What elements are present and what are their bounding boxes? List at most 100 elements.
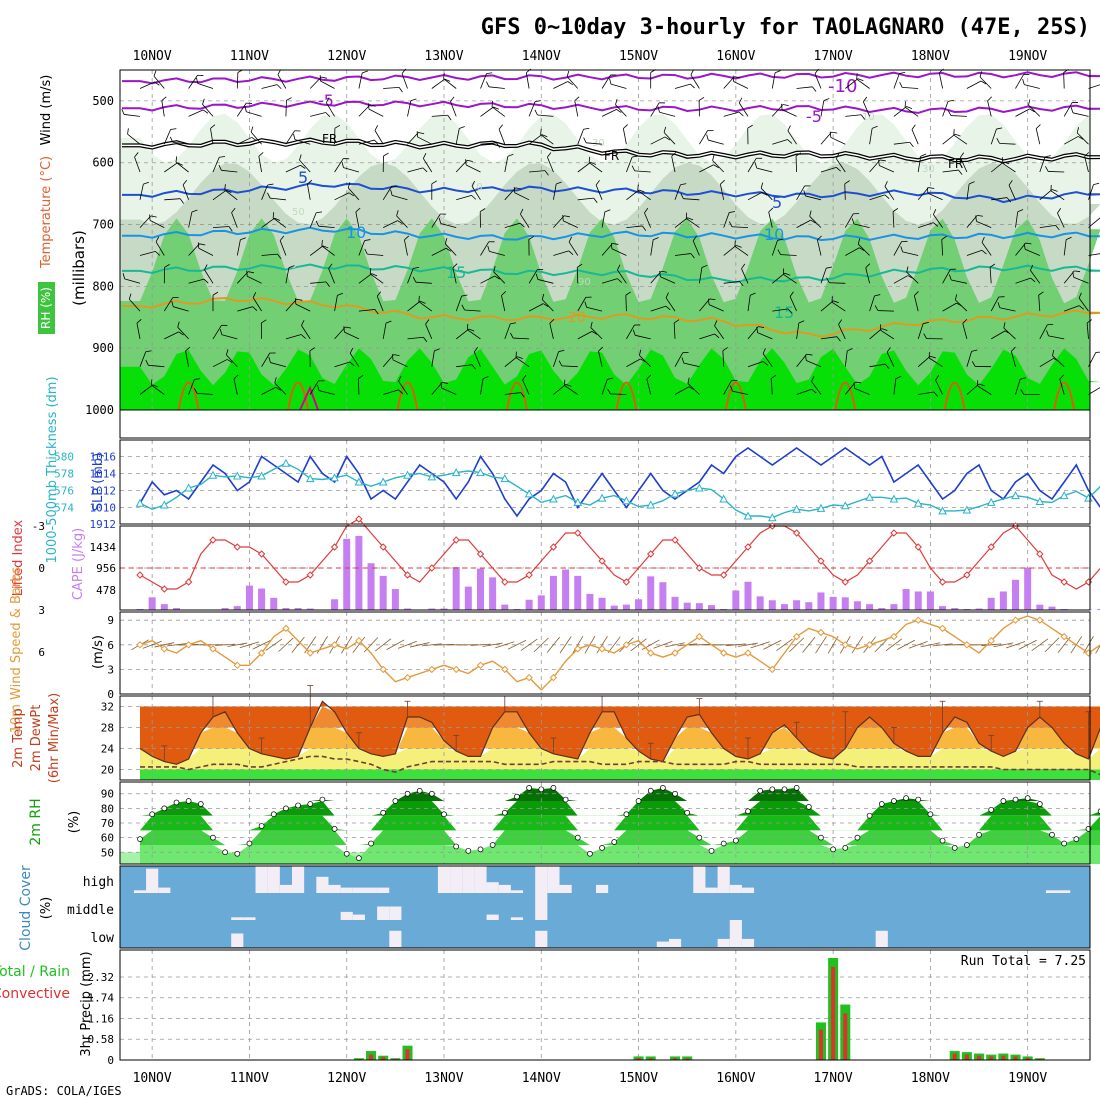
wind-barb-shaft [321, 245, 335, 256]
wind-barb-shaft [250, 131, 262, 145]
wind-barb [738, 97, 749, 117]
wind-barb-flag [328, 263, 333, 269]
wind-barb-flag [564, 215, 570, 218]
wind-barb-flag [224, 184, 226, 190]
wind-barb [942, 169, 963, 175]
wind-barb-shaft [844, 213, 854, 228]
wind-barb-flag [172, 297, 179, 299]
wind-barb-flag [246, 102, 253, 104]
lifted-index-point [671, 536, 679, 544]
wind-barb-shaft [261, 253, 278, 256]
wind-barb-flag [709, 298, 716, 301]
wind-barb-flag [784, 272, 791, 276]
wind-barb [341, 161, 360, 173]
wind-barb-shaft [831, 301, 846, 312]
wind-barb [820, 336, 841, 342]
wind-barb [637, 184, 651, 201]
cloud-bar-low [535, 930, 548, 947]
wind-barb [134, 152, 141, 173]
lifted-index-point [574, 529, 582, 537]
wind-barb-10m-shaft [932, 643, 953, 647]
wind-barb-flag [541, 134, 548, 138]
wind-barb-flag [565, 384, 572, 387]
wind-barb-shaft [845, 247, 860, 256]
wind-barb-10m-shaft [789, 637, 805, 653]
wind-barb-flag [445, 247, 452, 252]
wind-barb-flag [1072, 102, 1079, 103]
wind-barb-flag [665, 305, 671, 311]
wind-barb [681, 357, 700, 368]
wind-barb-shaft [294, 139, 311, 145]
wind-barb-flag [212, 291, 219, 296]
wind-barb [699, 130, 714, 145]
wind-barb-flag [754, 162, 758, 169]
wind-barb-flag [145, 359, 149, 366]
wind-barb [155, 236, 165, 256]
isotherm-line [122, 226, 1100, 242]
wind-barb [293, 133, 311, 145]
cape-bar [428, 608, 436, 610]
wind-barb [588, 156, 603, 173]
cape-bar [464, 586, 472, 610]
wind-barb [443, 72, 457, 89]
wind-barb-shaft [830, 137, 846, 145]
wind-barb-flag [680, 193, 684, 199]
rh-band [140, 815, 1100, 831]
wind-barb-flag [191, 209, 198, 213]
rh-point [587, 850, 593, 857]
wind-barb-flag [534, 109, 538, 116]
rh-point [234, 850, 241, 857]
wind-barb-shaft [674, 217, 688, 228]
wind-barb-shaft [838, 324, 846, 340]
wind-barb [625, 291, 631, 312]
wind-barb-shaft [139, 384, 154, 395]
ylabel-rh-unit: (%) [67, 811, 82, 834]
wind-barb-shaft [504, 187, 516, 201]
y-tick-lifted: 6 [38, 646, 45, 659]
wind-barb-flag [425, 319, 430, 325]
wind-barb-flag [685, 212, 688, 219]
lifted-index-point [817, 557, 825, 565]
wind-speed-point [1011, 616, 1020, 624]
wind-barb-shaft [134, 156, 141, 173]
wind-barb-flag [461, 294, 468, 297]
precip-conv-bar [369, 1054, 374, 1060]
wind-barb [845, 247, 865, 256]
wind-barb [900, 246, 919, 256]
wind-barb-flag [355, 207, 361, 213]
wind-barb-flag [774, 70, 781, 74]
wind-barb-shaft [431, 213, 441, 228]
wind-barb [595, 180, 603, 200]
wind-barb [455, 159, 473, 173]
wind-barb-flag [806, 353, 813, 356]
wind-barb-shaft [553, 250, 569, 256]
rh-point [416, 787, 423, 794]
cape-bar [404, 608, 412, 610]
wind-barb [452, 263, 458, 284]
wind-barb-flag [564, 379, 566, 386]
wind-barb [1063, 236, 1072, 256]
wind-barb-flag [707, 298, 710, 305]
wind-barb [456, 195, 477, 201]
rh-point [392, 798, 399, 804]
wind-barb-flag [823, 98, 830, 102]
wind-barb-flag [926, 187, 929, 194]
wind-barb-flag [787, 308, 793, 314]
wind-barb-flag [933, 209, 937, 215]
wind-barb-shaft [455, 160, 468, 173]
wind-barb-shaft [455, 128, 460, 145]
wind-barb-10m-shaft [421, 643, 442, 647]
wind-barb [601, 74, 617, 89]
wind-barb-shaft [617, 269, 627, 284]
cloud-bar-middle [377, 906, 390, 920]
wind-barb [233, 374, 239, 395]
slp-line [139, 447, 1100, 518]
wind-barb-10m-shaft [815, 636, 827, 654]
y-tick-pressure: 1000 [85, 403, 114, 417]
wind-barb-flag [544, 170, 549, 176]
wind-barb-flag [863, 96, 868, 102]
wind-barb-shaft [981, 242, 992, 256]
y-tick-wind: 9 [107, 614, 114, 627]
wind-barb [328, 263, 335, 284]
wind-barb-shaft [528, 134, 543, 145]
